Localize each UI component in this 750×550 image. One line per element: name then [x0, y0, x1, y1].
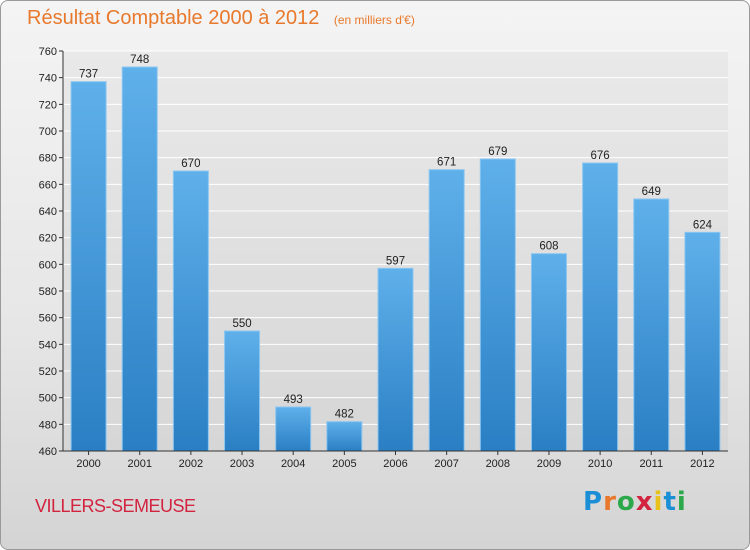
x-tick-label: 2012	[690, 458, 714, 470]
data-label: 676	[591, 150, 610, 162]
x-tick-label: 2007	[434, 458, 458, 470]
y-tick-label: 700	[39, 126, 57, 138]
data-label: 737	[79, 69, 98, 81]
y-tick-label: 500	[39, 393, 57, 405]
data-label: 493	[284, 394, 303, 406]
y-tick-label: 640	[39, 206, 57, 218]
y-tick-label: 540	[39, 339, 57, 351]
x-tick-label: 2009	[537, 458, 561, 470]
logo-letter: o	[616, 487, 636, 517]
bar	[275, 406, 312, 452]
y-tick-label: 660	[39, 179, 57, 191]
data-label: 670	[181, 158, 200, 170]
y-tick-label: 760	[39, 46, 57, 58]
bar	[633, 198, 670, 452]
logo-letter: i	[653, 487, 664, 517]
bar	[70, 81, 107, 452]
x-tick-label: 2003	[230, 458, 254, 470]
data-label: 649	[642, 186, 661, 198]
y-tick-label: 560	[39, 313, 57, 325]
data-label: 608	[539, 241, 558, 253]
y-tick-label: 460	[39, 446, 57, 458]
data-label: 597	[386, 255, 405, 267]
bar	[224, 330, 261, 452]
chart-title-main: Résultat Comptable 2000 à 2012	[27, 7, 320, 29]
location-label: VILLERS-SEMEUSE	[35, 496, 196, 516]
y-tick-label: 480	[39, 419, 57, 431]
data-label: 624	[693, 219, 713, 231]
y-tick-label: 740	[39, 73, 57, 85]
x-tick-label: 2010	[588, 458, 612, 470]
bar	[582, 162, 619, 452]
bar	[684, 231, 721, 452]
x-tick-label: 2004	[281, 458, 305, 470]
proxiti-logo[interactable]: Proxiti	[583, 487, 687, 517]
logo-letter: P	[583, 487, 604, 517]
y-tick-label: 520	[39, 366, 57, 378]
bar	[479, 158, 516, 452]
bar	[326, 421, 363, 452]
y-tick-label: 680	[39, 153, 57, 165]
logo-letter: r	[603, 487, 617, 517]
x-tick-label: 2002	[179, 458, 203, 470]
chart-title-unit: (en milliers d'€)	[333, 13, 415, 27]
y-tick-label: 600	[39, 259, 57, 271]
x-tick-label: 2006	[383, 458, 407, 470]
data-label: 671	[437, 157, 456, 169]
y-tick-label: 580	[39, 286, 57, 298]
data-label: 482	[335, 409, 354, 421]
chart-title: Résultat Comptable 2000 à 2012 (en milli…	[27, 7, 415, 30]
x-tick-label: 2011	[639, 458, 663, 470]
x-tick-label: 2005	[332, 458, 356, 470]
bar	[377, 267, 414, 452]
x-tick-label: 2001	[127, 458, 151, 470]
x-tick-label: 2008	[486, 458, 510, 470]
logo-letter: t	[663, 487, 677, 517]
data-label: 679	[488, 146, 507, 158]
x-tick-label: 2000	[76, 458, 100, 470]
bar	[121, 66, 158, 452]
data-label: 550	[232, 318, 251, 330]
data-label: 748	[130, 54, 149, 66]
logo-letter: i	[676, 487, 687, 517]
bar	[530, 253, 567, 452]
bar	[172, 170, 209, 452]
y-tick-label: 620	[39, 233, 57, 245]
bar	[428, 169, 465, 452]
logo-letter: x	[635, 487, 654, 517]
y-tick-label: 720	[39, 99, 57, 111]
